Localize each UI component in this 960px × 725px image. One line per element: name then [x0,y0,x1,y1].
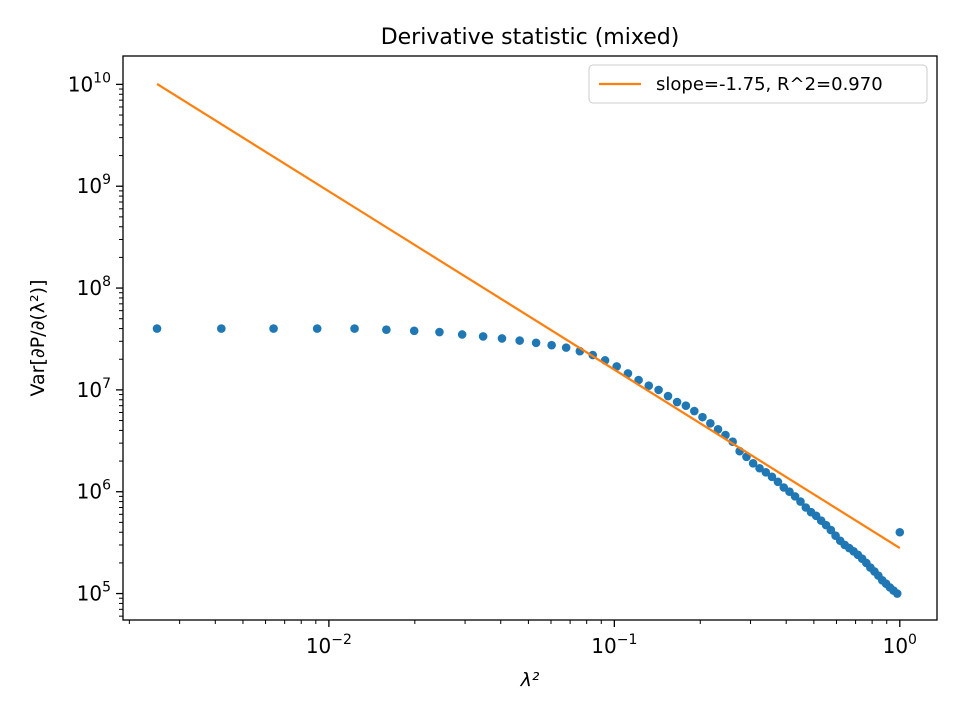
data-point [790,492,800,501]
data-point [644,381,654,390]
x-tick-label: 10−1 [591,632,637,658]
legend-box [588,64,928,104]
y-tick-label: 109 [77,172,111,198]
x-axis-label: λ² [520,669,540,691]
legend-label: slope=-1.75, R^2=0.970 [656,74,883,95]
x-tick-label: 100 [883,632,917,658]
chart-title: Derivative statistic (mixed) [381,25,680,50]
data-point [654,385,663,395]
data-point [269,324,278,333]
data-point [755,463,764,473]
data-point [478,332,488,341]
data-point [773,477,783,487]
data-point [515,336,524,345]
data-point [895,527,905,537]
data-point [672,397,682,407]
data-point [435,327,444,337]
y-tick-label: 106 [77,478,111,504]
data-point [382,325,391,334]
data-point [767,472,777,482]
data-point [152,324,162,333]
data-point [457,330,467,339]
plot-frame [122,55,938,621]
data-point [663,391,673,401]
data-point [713,425,723,434]
data-point [547,340,556,350]
data-point [706,418,715,428]
data-point [531,338,541,348]
y-tick-label: 105 [77,580,111,606]
data-point [312,324,322,333]
data-point [796,497,805,506]
data-point [217,324,226,333]
fit-lines [156,83,901,549]
data-point [690,406,699,416]
fit-line [156,83,901,549]
y-axis-label: Var[∂P/∂(λ²)] [27,280,49,397]
data-point [698,412,707,422]
data-point [497,334,507,343]
data-point [748,459,758,468]
data-point [681,401,691,410]
y-tick-label: 108 [77,274,111,300]
data-point [892,589,902,598]
data-point [634,375,643,385]
data-point [350,324,359,333]
axis-ticks: 10−2 10−1 100 105 106 107 108 109 1010 [68,70,917,658]
data-point [561,343,571,352]
data-point [409,326,419,336]
y-tick-label: 1010 [68,70,111,96]
legend: slope=-1.75, R^2=0.970 [588,64,928,104]
x-tick-label: 10−2 [306,632,352,658]
y-tick-label: 107 [77,376,111,402]
data-point [761,468,771,477]
